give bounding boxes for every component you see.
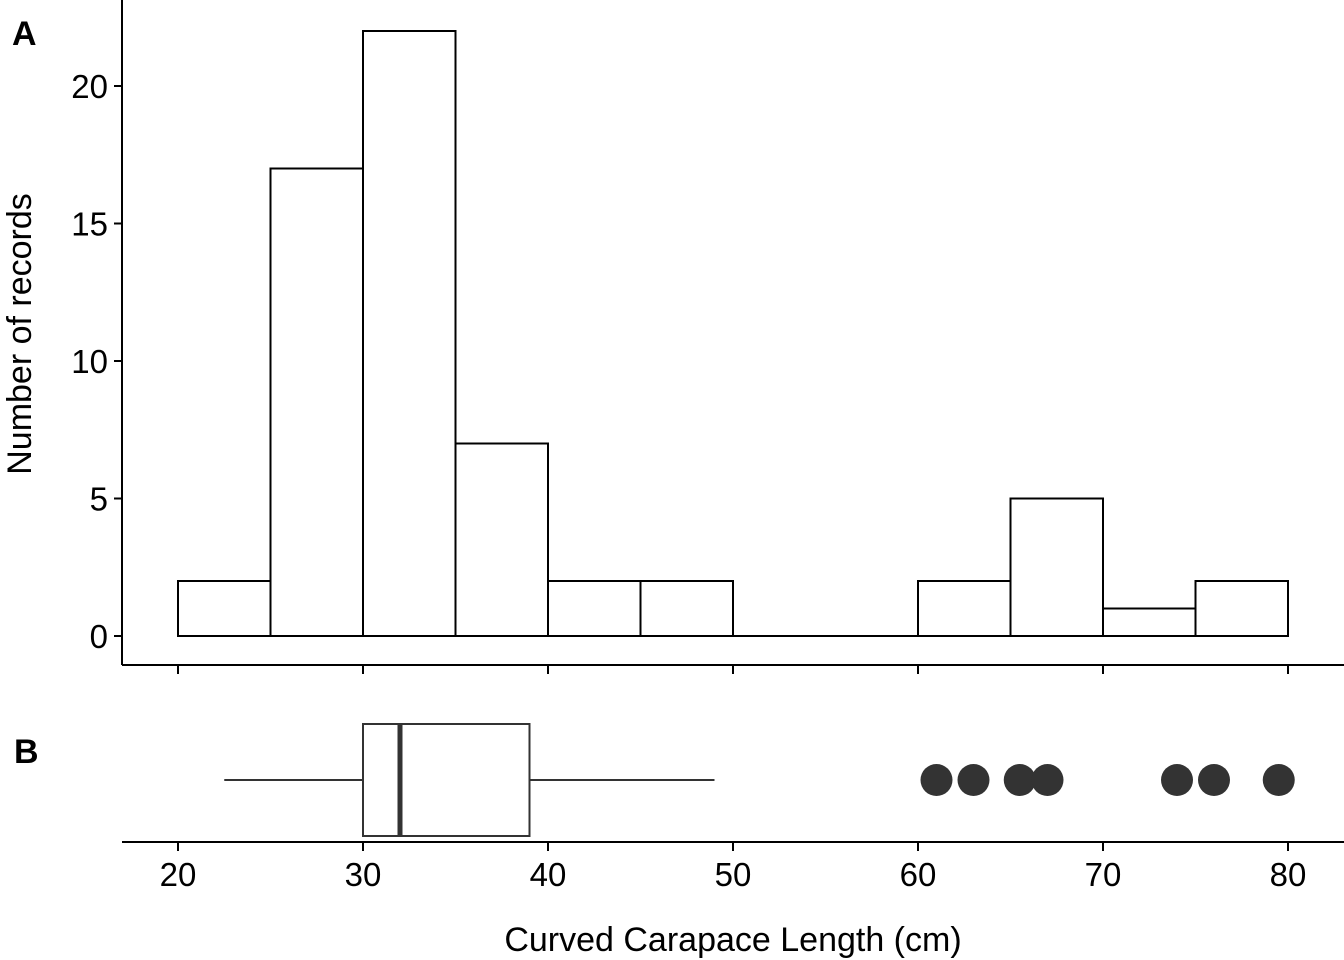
histogram-bar <box>1009 497 1104 637</box>
outlier-point <box>1161 764 1193 796</box>
boxplot-panel: 20 30 40 50 60 70 80 <box>122 723 1344 893</box>
x-tick-label: 70 <box>1085 856 1122 893</box>
x-tick-label: 80 <box>1270 856 1307 893</box>
histogram-bar <box>639 580 734 637</box>
y-tick-label: 0 <box>90 618 108 655</box>
histogram-bar <box>362 30 457 637</box>
y-axis-title: Number of records <box>1 193 39 475</box>
outlier-point <box>1262 764 1295 796</box>
outlier-point <box>1198 764 1230 796</box>
x-tick-label: 30 <box>345 856 382 893</box>
histogram-bar <box>1102 607 1197 637</box>
x-tick-label: 20 <box>160 856 197 893</box>
histogram-bar <box>547 580 642 637</box>
outlier-point <box>920 764 953 796</box>
x-tick-label: 50 <box>715 856 752 893</box>
y-tick-label: 20 <box>71 68 108 105</box>
histogram-bar <box>454 442 549 637</box>
panel-b-label: B <box>14 733 39 771</box>
x-axis-title: Curved Carapace Length (cm) <box>504 921 961 959</box>
x-tick-label: 60 <box>900 856 937 893</box>
y-tick-label: 5 <box>90 481 108 518</box>
outlier-point <box>1031 764 1064 796</box>
histogram-panel: 0 5 10 15 20 <box>71 0 1344 674</box>
histogram-bar <box>917 580 1012 637</box>
outlier-point <box>1003 764 1036 796</box>
histogram-bar <box>269 167 364 637</box>
histogram-bar <box>1194 580 1289 637</box>
x-tick-label: 40 <box>530 856 567 893</box>
outlier-point <box>957 764 990 796</box>
histogram-bar <box>177 580 272 637</box>
interquartile-box <box>362 723 531 837</box>
panel-a-label: A <box>12 15 37 53</box>
y-tick-label: 15 <box>71 206 108 243</box>
y-tick-label: 10 <box>71 343 108 380</box>
